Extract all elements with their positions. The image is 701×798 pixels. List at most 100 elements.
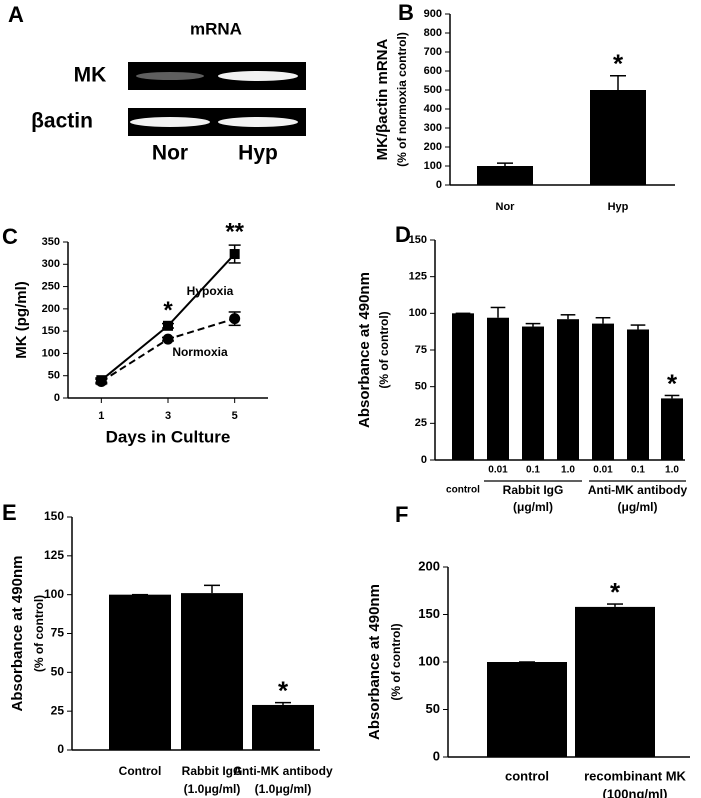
y-axis-label: (% of control) (389, 623, 403, 700)
y-axis-label: Absorbance at 490nm (9, 556, 26, 712)
y-tick-label: 50 (426, 701, 440, 716)
significance-mark: * (278, 675, 289, 705)
y-tick-label: 150 (418, 606, 440, 621)
bar (592, 323, 614, 460)
gel-band (136, 72, 204, 80)
y-tick-label: 150 (42, 325, 60, 337)
y-tick-label: 100 (42, 347, 60, 359)
point (229, 313, 241, 325)
y-tick-label: 100 (424, 160, 442, 172)
y-tick-label: 500 (424, 84, 442, 96)
significance-mark: * (610, 577, 621, 607)
gel-row-label: MK (74, 64, 107, 87)
bar (109, 594, 171, 750)
bar (661, 398, 683, 460)
x-axis-label: Days in Culture (106, 427, 231, 446)
significance-mark: * (163, 297, 173, 324)
bar (590, 90, 646, 185)
y-tick-label: 800 (424, 27, 442, 39)
y-tick-label: 125 (409, 271, 427, 283)
y-tick-label: 50 (48, 370, 60, 382)
x-tick-label: Control (119, 764, 162, 778)
y-axis-label: MK (pg/ml) (13, 281, 30, 358)
x-tick-label: 1 (98, 410, 104, 422)
point (95, 376, 107, 388)
x-tick-label: 1.0 (665, 465, 679, 476)
x-tick-label: Rabbit IgG (182, 764, 243, 778)
gel-title: mRNA (190, 19, 242, 38)
panel-letter: C (2, 224, 18, 249)
x-tick-label: 5 (232, 410, 238, 422)
y-tick-label: 200 (424, 141, 442, 153)
y-tick-label: 0 (436, 179, 442, 191)
bar (627, 329, 649, 460)
y-tick-label: 350 (42, 236, 60, 248)
point (163, 320, 173, 331)
y-tick-label: 50 (415, 381, 427, 393)
y-tick-label: 100 (418, 653, 440, 668)
y-axis-label: Absorbance at 490nm (366, 584, 383, 740)
y-tick-label: 100 (44, 587, 64, 601)
x-tick-label: Nor (496, 201, 516, 213)
bar (487, 662, 567, 757)
x-tick-label: 1.0 (561, 465, 575, 476)
y-tick-label: 150 (409, 234, 427, 246)
y-tick-label: 0 (54, 392, 60, 404)
y-tick-label: 0 (421, 454, 427, 466)
y-tick-label: 125 (44, 548, 64, 562)
y-tick-label: 0 (433, 748, 440, 763)
bar (452, 313, 474, 460)
group-unit: (μg/ml) (513, 500, 553, 514)
bar (487, 317, 509, 460)
y-tick-label: 300 (42, 258, 60, 270)
y-tick-label: 250 (42, 280, 60, 292)
y-axis-label: (% of normoxia control) (395, 32, 409, 167)
group-unit: (μg/ml) (617, 500, 657, 514)
panel-letter: D (395, 222, 411, 247)
x-tick-sublabel: (1.0μg/ml) (255, 782, 312, 796)
bar (181, 593, 243, 750)
y-tick-label: 200 (42, 303, 60, 315)
point (162, 333, 174, 345)
gel-band (130, 117, 210, 127)
bar (522, 326, 544, 460)
gel-lane-label: Hyp (238, 142, 278, 165)
bar (575, 606, 655, 757)
panel-letter: F (395, 502, 408, 527)
y-tick-label: 700 (424, 46, 442, 58)
bar (477, 166, 533, 185)
y-tick-label: 600 (424, 65, 442, 77)
panel-letter: E (2, 500, 17, 525)
bar (557, 319, 579, 460)
group-label: Rabbit IgG (503, 483, 564, 497)
bar (252, 704, 314, 750)
panel-letter: B (398, 0, 414, 25)
y-tick-label: 0 (57, 742, 64, 756)
x-tick-label: 0.1 (631, 465, 645, 476)
series-label: Hypoxia (187, 284, 234, 298)
x-tick-label: 0.1 (526, 465, 540, 476)
x-tick-label: Anti-MK antibody (233, 764, 333, 778)
significance-mark: * (667, 368, 678, 398)
gel-row-label: βactin (31, 110, 93, 133)
y-tick-label: 75 (51, 626, 65, 640)
y-axis-label: (% of control) (32, 595, 46, 672)
x-tick-sublabel: (100ng/ml) (602, 786, 667, 798)
x-tick-label: 0.01 (593, 465, 613, 476)
y-tick-label: 25 (415, 417, 427, 429)
y-tick-label: 150 (44, 509, 64, 523)
y-tick-label: 50 (51, 665, 65, 679)
x-tick-label: control (446, 485, 480, 496)
y-tick-label: 200 (418, 558, 440, 573)
gel-lane-label: Nor (152, 142, 188, 165)
significance-mark: ** (225, 218, 244, 245)
x-tick-label: 0.01 (488, 465, 508, 476)
y-tick-label: 400 (424, 103, 442, 115)
y-tick-label: 100 (409, 307, 427, 319)
y-axis-label: (% of control) (377, 311, 391, 388)
point (229, 249, 240, 260)
series-label: Normoxia (172, 345, 228, 359)
group-label: Anti-MK antibody (588, 483, 688, 497)
x-tick-label: recombinant MK (584, 768, 686, 783)
gel-band (218, 71, 298, 81)
